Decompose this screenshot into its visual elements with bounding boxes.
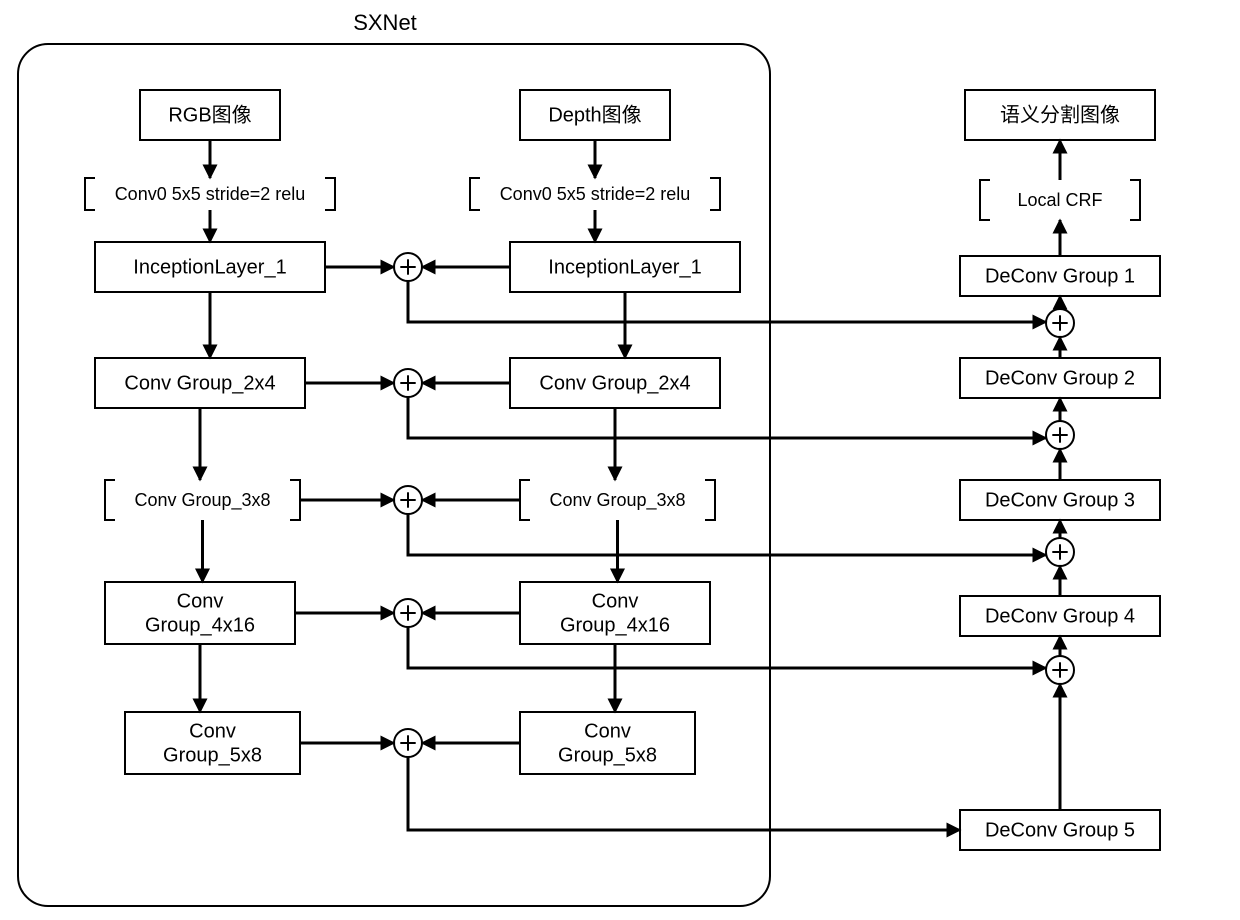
node-label-cg3L: Conv Group_3x8: [134, 490, 270, 511]
node-label2-cg5L: Group_5x8: [163, 744, 262, 766]
node-label2-cg4L: Group_4x16: [145, 614, 255, 636]
node-label-conv0L: Conv0 5x5 stride=2 relu: [115, 184, 306, 204]
node-label-dec3: DeConv Group 3: [985, 489, 1135, 511]
node-label-dec2: DeConv Group 2: [985, 367, 1135, 389]
sxnet-frame: [18, 44, 770, 906]
node-bracket-r-conv0R: [710, 178, 720, 210]
node-label-inc1R: InceptionLayer_1: [548, 256, 701, 278]
node-label1-cg4L: Conv: [177, 590, 224, 612]
node-label-cg3R: Conv Group_3x8: [549, 490, 685, 511]
node-label2-cg4R: Group_4x16: [560, 614, 670, 636]
node-label-crf: Local CRF: [1017, 190, 1102, 210]
node-label-dec5: DeConv Group 5: [985, 819, 1135, 841]
title: SXNet: [353, 10, 417, 35]
node-label-cg2L: Conv Group_2x4: [124, 372, 275, 394]
node-label1-cg5L: Conv: [189, 720, 236, 742]
node-bracket-r-crf: [1130, 180, 1140, 220]
node-label-depth: Depth图像: [548, 103, 641, 126]
diagram-canvas: SXNet RGB图像 Depth图像 语义分割图像 Conv0 5x5 stride=…: [0, 0, 1240, 920]
node-label-dec1: DeConv Group 1: [985, 265, 1135, 287]
node-bracket-l-conv0L: [85, 178, 95, 210]
node-label-dec4: DeConv Group 4: [985, 605, 1135, 627]
node-bracket-l-crf: [980, 180, 990, 220]
node-label-inc1L: InceptionLayer_1: [133, 256, 286, 278]
node-label-conv0R: Conv0 5x5 stride=2 relu: [500, 184, 691, 204]
node-label-segout: 语义分割图像: [1000, 103, 1120, 126]
node-label1-cg4R: Conv: [592, 590, 639, 612]
node-label2-cg5R: Group_5x8: [558, 744, 657, 766]
node-bracket-r-cg3R: [705, 480, 715, 520]
node-label-cg2R: Conv Group_2x4: [539, 372, 690, 394]
node-label-rgb: RGB图像: [168, 103, 251, 126]
node-bracket-l-cg3R: [520, 480, 530, 520]
edge-p4-pr4: [408, 627, 1046, 668]
edge-p2-pr2: [408, 397, 1046, 438]
node-bracket-r-conv0L: [325, 178, 335, 210]
node-bracket-r-cg3L: [290, 480, 300, 520]
node-bracket-l-cg3L: [105, 480, 115, 520]
node-bracket-l-conv0R: [470, 178, 480, 210]
edge-p3-pr3: [408, 514, 1046, 555]
node-label1-cg5R: Conv: [584, 720, 631, 742]
